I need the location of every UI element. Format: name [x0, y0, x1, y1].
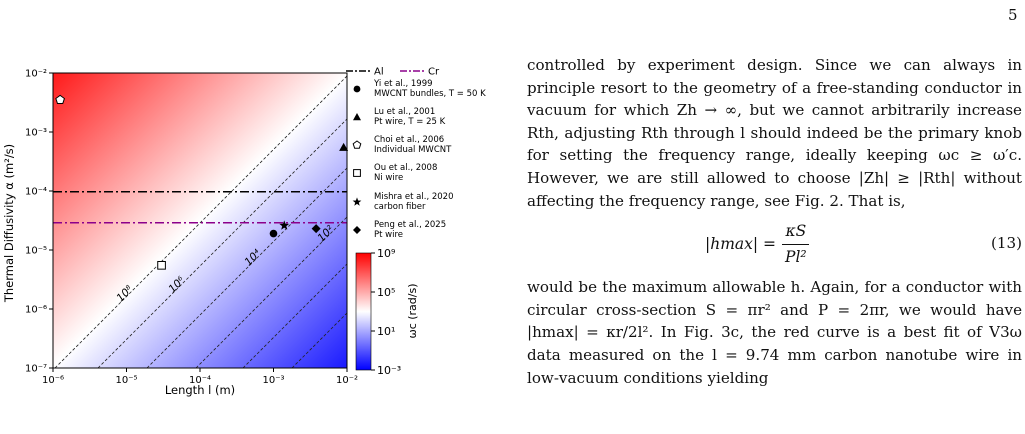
- data-point-circle: [269, 229, 278, 238]
- data-point-triangle: [339, 142, 349, 151]
- colorbar-tick-label: 10⁵: [377, 286, 395, 299]
- paragraph-1: controlled by experiment design. Since w…: [527, 56, 1022, 210]
- x-axis-label: Length l (m): [165, 383, 235, 397]
- y-tick-label: 10⁻²: [25, 69, 47, 80]
- legend-entry-detail: carbon fiber: [374, 202, 426, 212]
- data-point-pentagon: [55, 94, 65, 105]
- y-tick-label: 10⁻⁷: [25, 364, 47, 375]
- colorbar-label: ωc (rad/s): [406, 283, 419, 338]
- equation-number: (13): [991, 234, 1022, 253]
- page-number: 5: [1008, 6, 1018, 24]
- legend-marker-pentagon: [352, 140, 362, 149]
- legend-entry-source: Yi et al., 1999: [373, 79, 433, 89]
- data-point-star: [279, 220, 290, 230]
- legend-entry-detail: Ni wire: [374, 173, 403, 183]
- legend-label-cr: Cr: [428, 67, 440, 78]
- y-tick-label: 10⁻³: [25, 128, 47, 139]
- legend-marker-star: [352, 197, 362, 206]
- legend-marker-square: [353, 169, 361, 177]
- equation-13: |hmax| = κS Pl² (13): [527, 212, 1022, 276]
- legend-marker-circle: [353, 85, 361, 93]
- y-axis-label: Thermal Diffusivity α (m²/s): [2, 144, 16, 303]
- y-tick-label: 10⁻⁶: [25, 305, 47, 316]
- equation-denominator: Pl²: [785, 247, 807, 266]
- colorbar-tick-label: 10⁹: [377, 247, 395, 260]
- legend-entry-source: Peng et al., 2025: [374, 220, 446, 230]
- y-axis-ticks: 10⁻⁷ 10⁻⁶ 10⁻⁵ 10⁻⁴ 10⁻³ 10⁻²: [25, 69, 53, 375]
- data-points: [55, 94, 349, 270]
- contour-line: [146, 167, 347, 368]
- contour-line: [54, 75, 347, 368]
- data-point-square: [157, 260, 166, 270]
- contour-line: [195, 216, 347, 368]
- data-point-diamond: [311, 224, 321, 234]
- legend-entry-detail: Pt wire: [374, 230, 403, 240]
- colorbar-tick-label: 10⁻³: [377, 364, 401, 377]
- x-tick-label: 10⁻⁶: [42, 375, 64, 386]
- contour-line: [97, 118, 347, 368]
- legend-entry-detail: Pt wire, T = 25 K: [374, 117, 446, 127]
- legend-entry-source: Choi et al., 2006: [374, 135, 444, 145]
- legend-entry-source: Mishra et al., 2020: [374, 192, 454, 202]
- legend-entry-detail: Individual MWCNT: [374, 145, 452, 155]
- legend-marker-diamond: [353, 226, 361, 234]
- legend-entry-source: Ou et al., 2008: [374, 163, 437, 173]
- y-tick-label: 10⁻⁴: [25, 187, 47, 198]
- contour-line: [291, 312, 347, 368]
- legend-label-al: Al: [374, 67, 384, 78]
- equation-lhs: |hmax| =: [705, 234, 777, 253]
- body-text: controlled by experiment design. Since w…: [527, 54, 1022, 389]
- legend-marker-triangle: [353, 113, 361, 121]
- legend-entry-detail: MWCNT bundles, T = 50 K: [374, 89, 486, 99]
- colorbar-tick-label: 10¹: [377, 325, 395, 338]
- y-tick-label: 10⁻⁵: [25, 246, 47, 257]
- material-lines: [53, 191, 347, 224]
- x-tick-label: 10⁻³: [262, 375, 284, 386]
- x-axis-ticks: 10⁻⁶ 10⁻⁵ 10⁻⁴ 10⁻³ 10⁻²: [42, 368, 358, 386]
- x-tick-label: 10⁻⁵: [115, 375, 137, 386]
- contour-line: [242, 263, 347, 368]
- x-tick-label: 10⁻⁴: [189, 375, 211, 386]
- colorbar-ticks: 10⁹ 10⁵ 10¹ 10⁻³: [371, 247, 401, 377]
- x-tick-label: 10⁻²: [336, 375, 358, 386]
- equation-numerator: κS: [782, 220, 810, 245]
- colorbar: [355, 252, 372, 371]
- legend-entry-source: Lu et al., 2001: [374, 107, 435, 117]
- heatmap-background: [53, 73, 347, 368]
- contour-label: 10⁻²: [511, 119, 525, 144]
- paragraph-2: would be the maximum allowable h. Again,…: [527, 278, 1022, 387]
